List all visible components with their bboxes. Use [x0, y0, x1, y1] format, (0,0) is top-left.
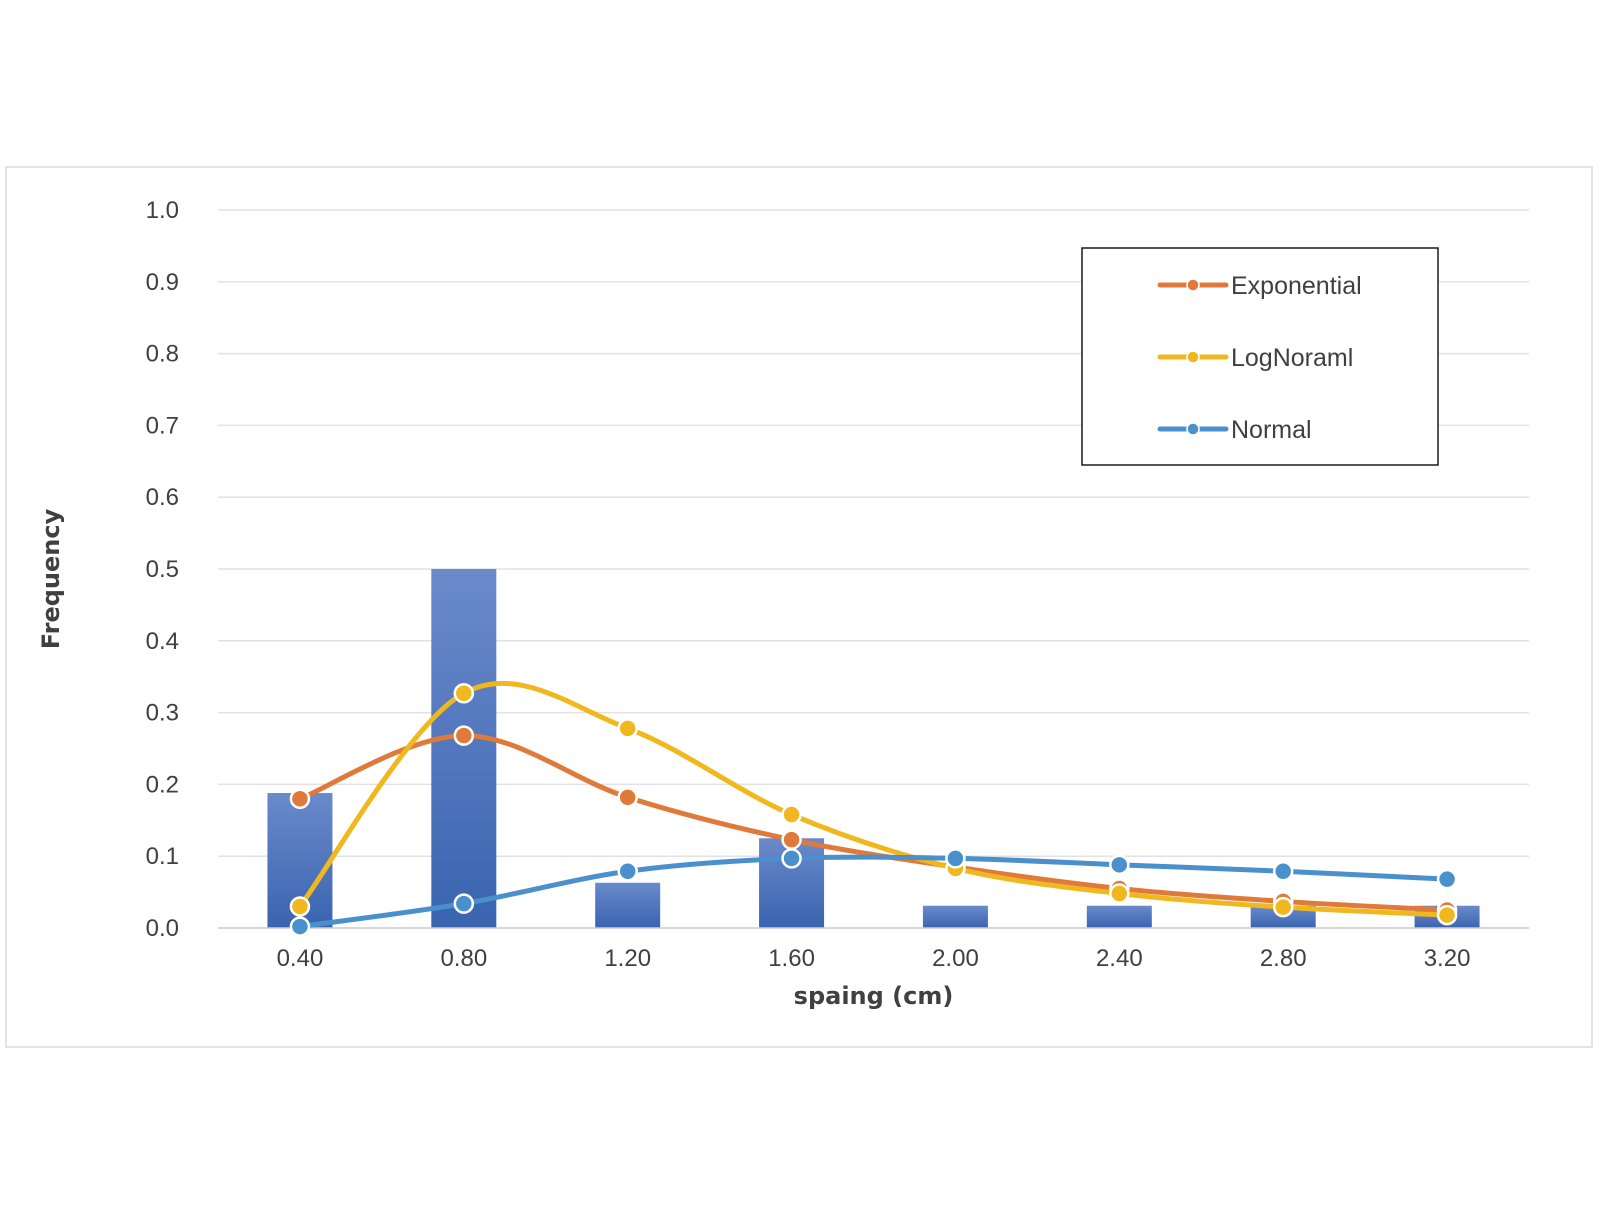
x-tick-label: 2.40	[1096, 945, 1143, 972]
x-tick-label: 2.00	[932, 945, 979, 972]
legend-box	[1081, 247, 1439, 466]
x-tick-label: 3.20	[1424, 945, 1471, 972]
series-point-normal	[1436, 868, 1458, 890]
series-point-normal	[1109, 854, 1130, 876]
y-tick-label: 1.0	[146, 197, 179, 224]
series-point-lognoraml	[453, 682, 475, 704]
histogram-bar	[1086, 905, 1152, 928]
legend-label: LogNoraml	[1231, 344, 1353, 372]
y-tick-label: 0.8	[146, 341, 179, 368]
y-tick-label: 0.4	[146, 628, 179, 655]
series-point-exponential	[617, 787, 638, 808]
series-point-normal	[1272, 861, 1294, 882]
series-point-exponential	[289, 788, 311, 810]
chart-svg: 0.0 0.1 0.2 0.3 0.4 0.5 0.6 0.7 0.8 0.9 1.0 0.40 0.8…	[37, 197, 1529, 1010]
series-point-normal	[453, 893, 475, 914]
y-tick-label: 0.3	[146, 700, 179, 727]
legend-swatch-marker	[1186, 350, 1200, 364]
histogram-bar	[595, 882, 661, 928]
legend-label: Normal	[1231, 416, 1312, 444]
series-point-normal	[289, 916, 311, 937]
x-tick-label: 2.80	[1260, 945, 1307, 972]
x-tick-label: 0.80	[440, 945, 487, 972]
histogram-bar	[922, 905, 988, 928]
x-tick-label: 0.40	[277, 945, 324, 972]
legend-label: Exponential	[1231, 272, 1362, 300]
series-line-normal	[297, 854, 1450, 930]
series-point-normal	[781, 848, 802, 869]
series-point-lognoraml	[781, 804, 802, 825]
x-tick-label: 1.20	[604, 945, 651, 972]
histogram-bar	[431, 569, 497, 928]
legend-swatch-marker	[1186, 422, 1200, 436]
series-point-exponential	[453, 725, 475, 746]
x-tick-label: 1.60	[768, 945, 815, 972]
y-tick-label: 0.1	[146, 843, 179, 870]
y-axis-title: Frequency	[37, 508, 65, 649]
series-point-lognoraml	[1436, 904, 1458, 926]
series-point-lognoraml	[617, 718, 638, 739]
series-line-exponential	[297, 733, 1450, 913]
y-tick-label: 0.9	[146, 269, 179, 296]
series-point-normal	[945, 848, 966, 869]
series-point-lognoraml	[1272, 896, 1294, 918]
series-point-exponential	[781, 829, 802, 850]
y-tick-label: 0.0	[146, 915, 179, 942]
series-point-normal	[617, 861, 638, 882]
series-point-lognoraml	[289, 896, 311, 917]
y-tick-label: 0.5	[146, 556, 179, 583]
series-point-lognoraml	[1109, 883, 1130, 904]
y-tick-label: 0.6	[146, 484, 179, 511]
chart-frame: 0.0 0.1 0.2 0.3 0.4 0.5 0.6 0.7 0.8 0.9 1.0 0.40 0.8…	[5, 166, 1593, 1048]
y-tick-label: 0.7	[146, 412, 179, 439]
legend-swatch-marker	[1186, 278, 1200, 292]
y-tick-label: 0.2	[146, 771, 179, 798]
x-axis-title: spaing (cm)	[794, 982, 954, 1010]
